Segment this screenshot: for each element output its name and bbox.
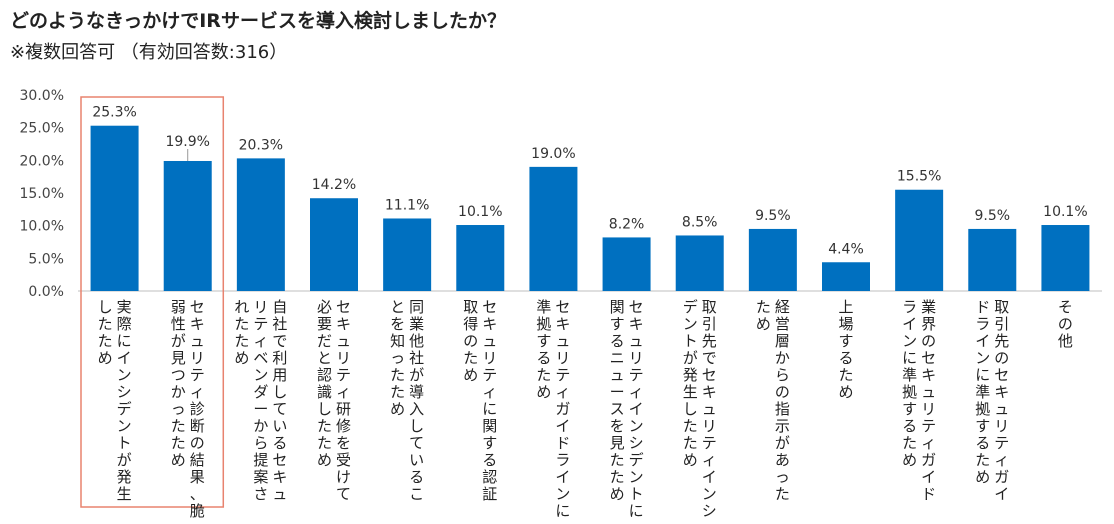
bar [163,160,212,291]
y-tick-label: 10.0% [20,219,64,235]
bar [1041,225,1090,291]
category-label: その他 [1058,298,1073,350]
category-label: 実際にインシデントが発生 [117,298,132,503]
data-label: 9.5% [974,208,1010,224]
y-tick-label: 15.0% [20,186,64,202]
category-label: セキュリティ診断の結果、脆 [190,298,205,520]
category-label: 取引先でセキュリティインシ [702,298,717,520]
bar [383,218,432,291]
category-label: 取引先のセキュリティガイ [994,298,1009,503]
bar [968,228,1017,291]
category-label: 業界のセキュリティガイド [921,298,936,503]
category-label: とを知ったため [390,298,405,418]
chart-title: どのようなきっかけでIRサービスを導入検討しましたか？ [10,10,506,32]
y-tick-label: 25.0% [20,121,64,137]
bar [236,158,285,291]
y-tick-label: 30.0% [20,88,64,104]
category-label: セキュリティガイドラインに [555,298,570,520]
category-label: したため [98,298,113,367]
category-label: 弱性が見つかったため [171,298,186,469]
category-label: ため [756,298,771,333]
data-label: 9.5% [755,208,791,224]
data-label: 14.2% [312,177,356,193]
bar [456,225,505,291]
category-label: れたため [234,298,249,367]
category-label: 上場するため [838,298,853,401]
bar [822,262,870,291]
category-label: 自社で利用しているセキュ [272,298,287,503]
y-tick-label: 20.0% [20,153,64,169]
data-label: 20.3% [239,137,283,153]
category-label: 取得のため [463,298,478,384]
category-label: セキュリティ研修を受けて [336,298,351,503]
highlight-box [80,96,225,508]
category-label: 必要だと認識したため [317,298,332,469]
data-label: 11.1% [385,197,429,213]
category-label: リティベンダーから提案さ [253,298,268,503]
category-label: デントが発生したため [683,298,698,469]
category-label: 関するニュースを見たため [610,298,625,503]
data-label: 10.1% [1043,204,1087,220]
category-label: ラインに準拠するため [902,298,917,469]
bar [529,166,578,291]
data-label: 25.3% [92,105,136,121]
data-label: 8.2% [609,216,645,232]
data-label: 19.0% [531,146,575,162]
bar [602,237,651,291]
chart-subtitle: ※複数回答可 （有効回答数:316） [10,42,288,63]
bar [895,189,944,291]
category-label: 経営層からの指示があった [775,298,790,503]
data-label: 15.5% [897,169,941,185]
bar [310,198,358,291]
data-label: 10.1% [458,204,502,220]
y-tick-label: 0.0% [28,284,64,300]
bar [90,125,139,291]
bar [748,228,797,291]
category-label: セキュリティインシデントに [629,298,644,520]
data-label: 8.5% [682,214,718,230]
category-label: ドラインに準拠するため [975,298,990,486]
category-label: セキュリティに関する認証 [482,298,497,503]
category-label: 同業他社が導入しているこ [409,298,424,503]
y-tick-label: 5.0% [28,251,64,267]
category-label: 準拠するため [536,298,551,401]
data-label: 4.4% [828,241,864,257]
bar [675,235,724,291]
data-label: 19.9% [165,134,209,150]
